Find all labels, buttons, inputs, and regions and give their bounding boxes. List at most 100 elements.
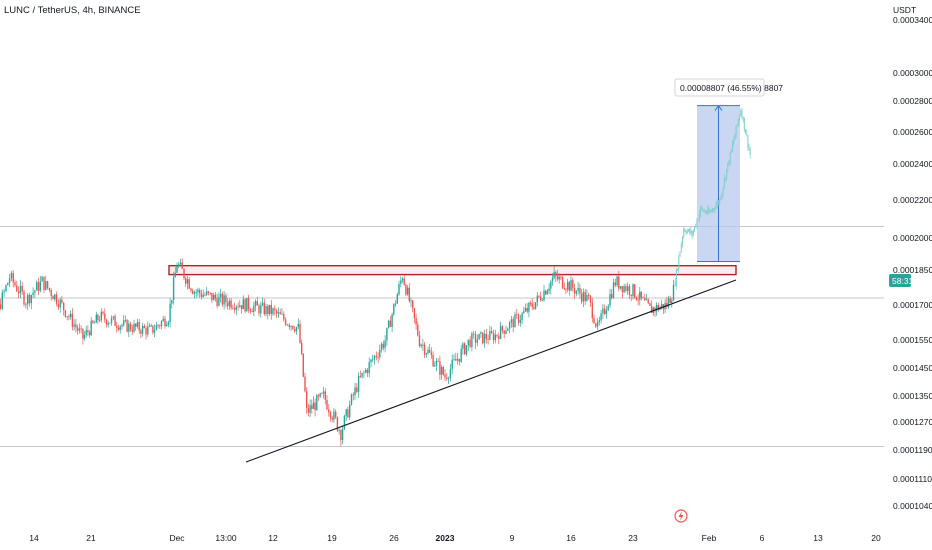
candle-body [326,400,328,410]
candle [565,287,567,294]
candle [102,310,104,316]
candle-body [604,308,606,314]
candle-body [197,289,199,293]
candle-body [505,330,507,334]
candle-body [45,281,47,290]
candle-body [405,284,407,295]
projection-candle [703,208,705,212]
candle-body [596,322,599,327]
candle [471,331,473,352]
candle [256,296,258,306]
candle [575,290,577,297]
candle [7,282,9,286]
candle [221,291,224,307]
measure-label-text: 0.00008807 (46.55%) 8807 [680,83,783,93]
candle [52,294,54,300]
candle [105,318,108,328]
candle-body [207,291,210,293]
candle-body [357,376,360,392]
candle [43,276,45,294]
candle-body [430,352,433,356]
projection-body [712,208,713,211]
candle-body [162,318,164,322]
candle [637,294,639,306]
projection-body [715,204,717,209]
candle [645,294,648,301]
candle-body [429,349,431,353]
projection-candle [688,228,689,233]
candle-body [446,377,448,379]
candle-body [221,293,224,305]
candle-body [7,282,9,286]
candle-body [21,285,23,292]
candle-body [563,287,565,290]
candle-body [573,288,576,294]
candle [299,320,301,344]
candle-body [556,275,559,280]
candle-body [489,331,491,340]
candle-body [46,281,49,288]
candle [169,297,171,328]
candle-body [176,266,178,273]
candle [319,392,321,398]
candle [302,353,304,378]
time-axis[interactable]: 14 21 Dec 13:00 12 19 26 2023 9 16 23 Feb 6 13 20 [29,533,881,543]
projection-candle [739,113,741,122]
candle [368,357,370,378]
projection-candle [712,207,713,213]
candle [602,304,604,319]
candle [672,279,675,302]
candle-body [640,291,643,298]
candle [496,334,498,338]
time-tick-label: 23 [628,533,638,543]
candle-body [600,313,602,321]
candle-body [329,412,332,418]
candle [662,304,665,315]
candle [396,292,398,304]
candle [503,330,505,339]
candle [634,283,636,299]
candle-body [140,330,142,334]
projection-body [733,140,735,144]
candle-body [121,324,123,327]
candle-body [609,294,611,306]
candle-body [628,286,631,295]
time-tick-label: 13:00 [215,533,237,543]
candle-body [199,289,201,294]
candle [147,321,149,337]
candle-body [114,316,116,326]
candle-body [460,349,462,362]
candle [117,324,120,332]
candle-body [637,299,639,301]
candle-body [389,320,392,327]
candle [647,298,649,305]
candle-body [97,314,99,321]
projection-candle [692,229,694,237]
candle [370,358,372,368]
candle-body [185,278,187,284]
lightning-icon[interactable] [674,509,688,523]
candle-body [373,355,376,360]
candle-body [135,323,137,327]
projection-candle [684,227,686,233]
candle-body [555,272,557,276]
candle [286,323,289,326]
projection-candle [735,125,737,139]
candle-body [119,326,121,330]
candle [499,321,502,340]
candle [329,410,332,422]
candle [483,329,486,348]
candle [669,295,671,304]
candle [422,339,424,351]
candle [462,342,464,355]
candle [281,308,283,315]
candle [54,293,56,302]
measure-arrow-head [714,104,723,111]
candle [290,325,292,331]
projection-body [708,208,710,213]
candle-body [110,317,113,323]
candle [505,325,507,335]
